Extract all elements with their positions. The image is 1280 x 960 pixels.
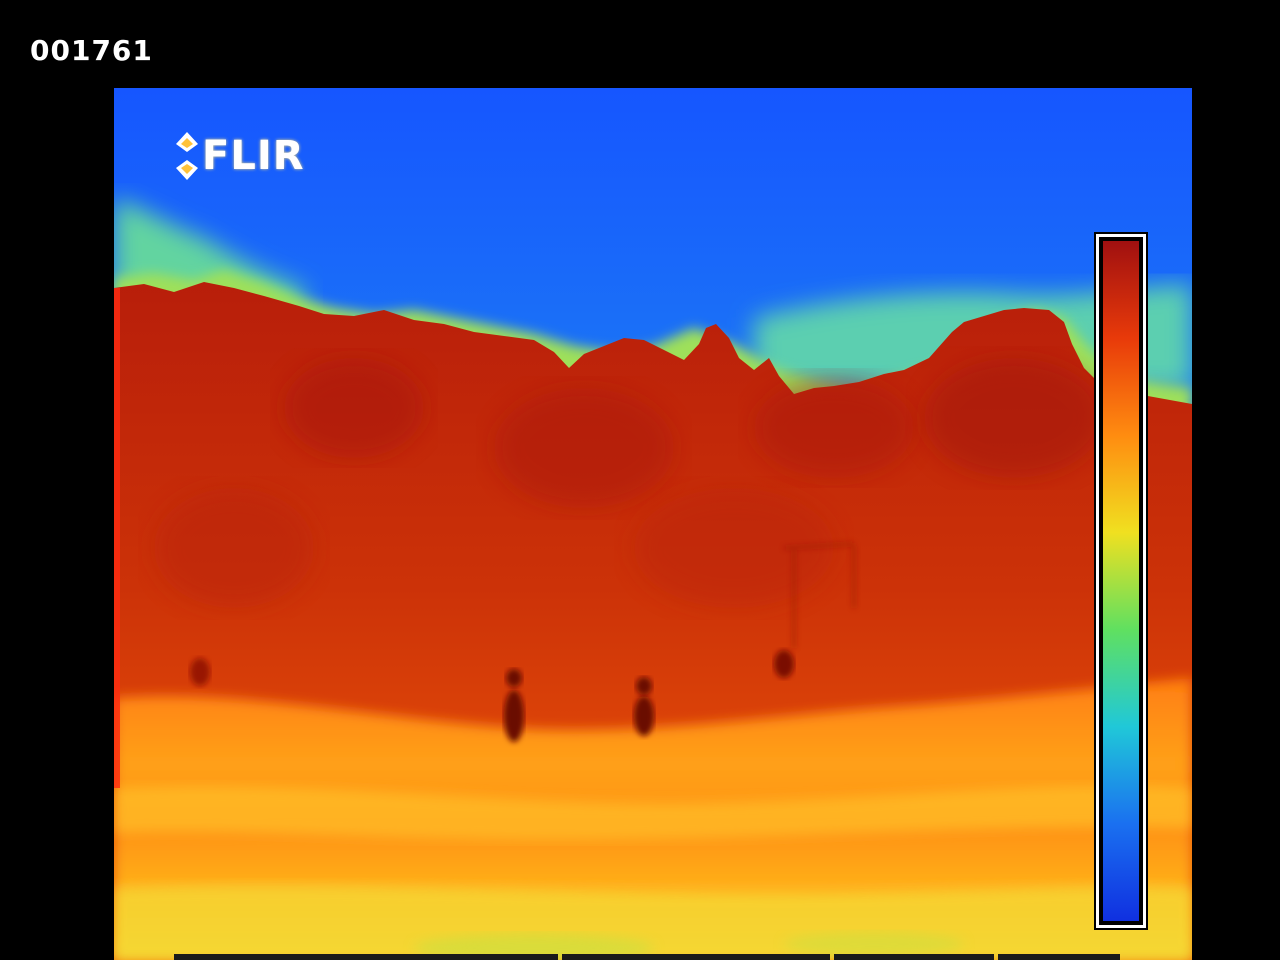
figure-1 (504, 669, 524, 742)
bottom-status-segment-2 (562, 954, 830, 960)
figure-2 (634, 677, 654, 736)
thermal-scene (114, 88, 1192, 960)
figure-4 (190, 658, 210, 686)
color-scale-gradient (1102, 240, 1140, 922)
bottom-status-segment-3 (834, 954, 994, 960)
bottom-status-segment-4 (998, 954, 1120, 960)
temperature-color-scale (1094, 232, 1148, 930)
frame-counter: 001761 (30, 34, 153, 67)
flir-logo: FLIR (174, 130, 305, 182)
figure-3 (774, 650, 794, 678)
bottom-status-segment-1 (174, 954, 558, 960)
flir-logo-text: FLIR (202, 133, 305, 179)
thermal-image-view (114, 88, 1192, 960)
flir-diamond-icon (176, 132, 198, 180)
